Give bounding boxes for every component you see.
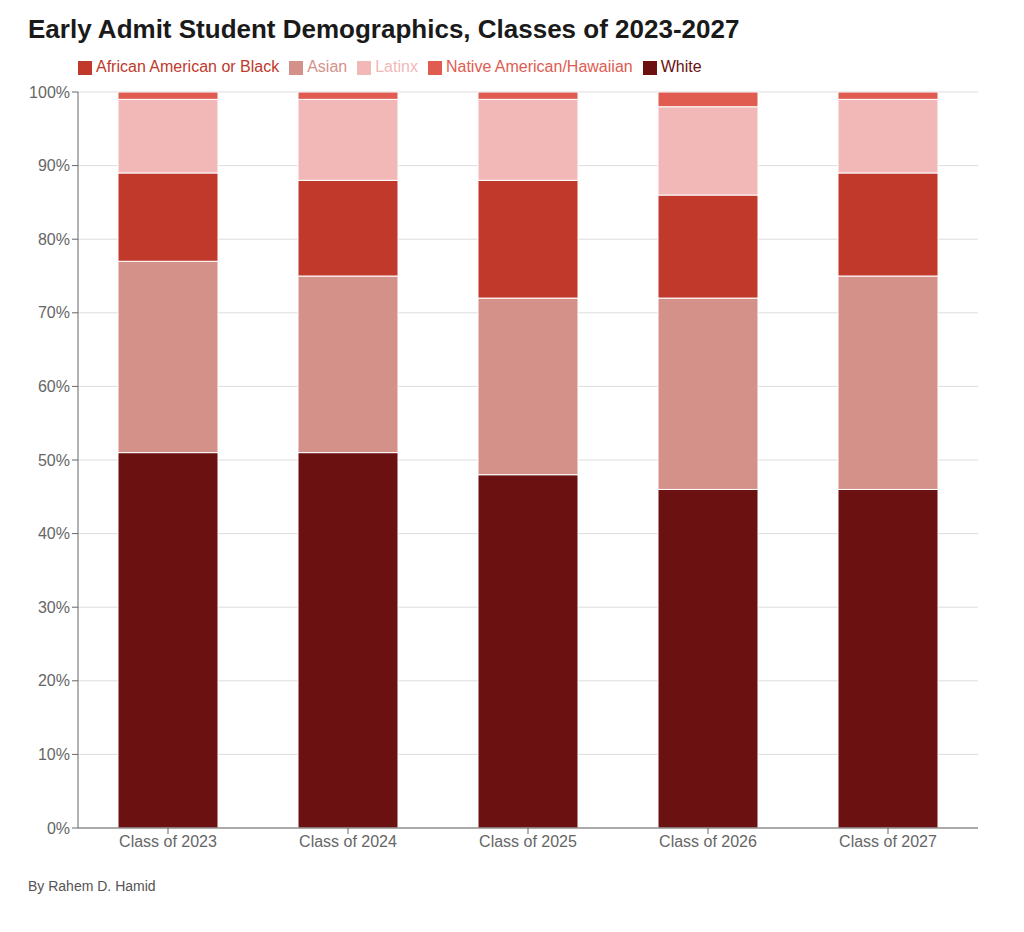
svg-text:70%: 70% [38,304,70,321]
html-text:By Rahem D. Hamid: By Rahem D. Hamid [28,878,156,894]
svg-text:30%: 30% [38,599,70,616]
svg-text:40%: 40% [38,525,70,542]
svg-text:50%: 50% [38,452,70,469]
svg-text:Class of 2025: Class of 2025 [479,833,577,850]
svg-text:90%: 90% [38,157,70,174]
html-text:Native American/Hawaiian: Native American/Hawaiian [445,58,633,75]
svg-text:Class of 2027: Class of 2027 [839,833,937,850]
svg-text:Class of 2026: Class of 2026 [659,833,757,850]
svg-text:100%: 100% [29,84,70,101]
html-text:White: White [660,58,702,75]
html-text:Early Admit Student Demographi: Early Admit Student Demographics, Classe… [28,14,740,44]
svg-text:Class of 2024: Class of 2024 [299,833,397,850]
svg-text:20%: 20% [38,672,70,689]
svg-text:10%: 10% [38,746,70,763]
html-text:Latinx: Latinx [375,58,418,75]
svg-text:60%: 60% [38,378,70,395]
svg-text:Class of 2023: Class of 2023 [119,833,217,850]
html-text:Asian: Asian [307,58,348,75]
svg-text:80%: 80% [38,231,70,248]
html-text:African American or Black: African American or Black [96,58,280,75]
svg-text:0%: 0% [47,820,70,837]
